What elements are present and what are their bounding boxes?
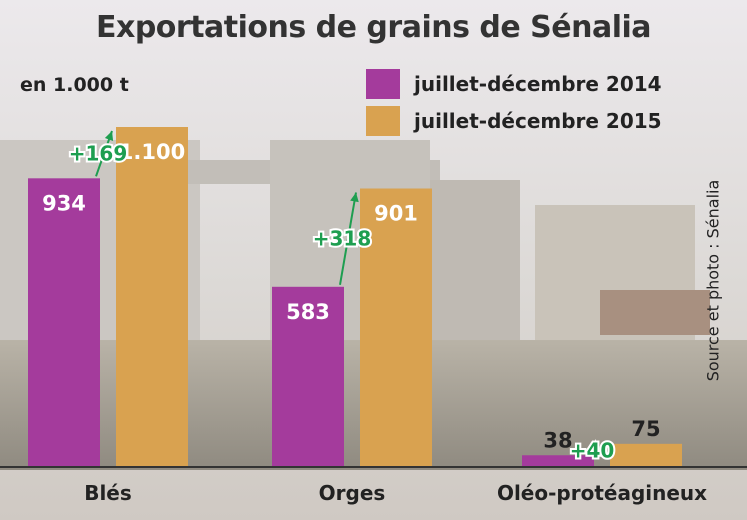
legend-label-2015: juillet-décembre 2015 [414, 109, 662, 133]
category-label-0: Blés [84, 481, 132, 505]
legend-label-2014: juillet-décembre 2014 [414, 72, 662, 96]
difference-label-1: +318 [313, 227, 372, 251]
value-label-2014-1: 583 [286, 300, 330, 324]
category-labels-group: Blés Orges Oléo-protéagineux [84, 481, 707, 505]
value-label-2014-0: 934 [42, 191, 86, 215]
growth-arrowhead-0 [104, 131, 114, 141]
source-note: Source et photo : Sénalia [698, 130, 728, 430]
bar-2015-2 [610, 443, 682, 467]
growth-arrowhead-1 [350, 192, 359, 203]
legend-item-2014: juillet-décembre 2014 [366, 69, 662, 99]
legend-item-2015: juillet-décembre 2015 [366, 106, 662, 136]
growth-arrow-1 [339, 192, 357, 285]
bar-2015-1 [360, 188, 432, 467]
legend-swatch-2015 [366, 106, 400, 136]
growth-arrowhead-2 [596, 446, 606, 455]
value-label-2015-0: 1.100 [119, 140, 185, 164]
value-label-2015-2: 75 [631, 417, 660, 441]
bar-2014-2 [522, 455, 594, 467]
bar-2014-0 [28, 178, 100, 468]
difference-label-2: +40 [570, 439, 615, 463]
bars-group: 934 1.100 583 901 38 75 [28, 127, 682, 468]
category-label-2: Oléo-protéagineux [497, 481, 707, 505]
chart-title: Exportations de grains de Sénalia [95, 10, 652, 45]
unit-label: en 1.000 t [20, 74, 129, 96]
difference-label-0: +169 [69, 142, 128, 166]
bar-2014-1 [272, 286, 344, 467]
value-label-2014-2: 38 [543, 428, 572, 452]
category-label-1: Orges [319, 481, 386, 505]
source-text: Source et photo : Sénalia [703, 179, 723, 381]
legend-swatch-2014 [366, 69, 400, 99]
value-label-2015-1: 901 [374, 202, 418, 226]
annotations-group: +169 +318 +40 [67, 130, 616, 465]
bar-2015-0 [116, 127, 188, 467]
